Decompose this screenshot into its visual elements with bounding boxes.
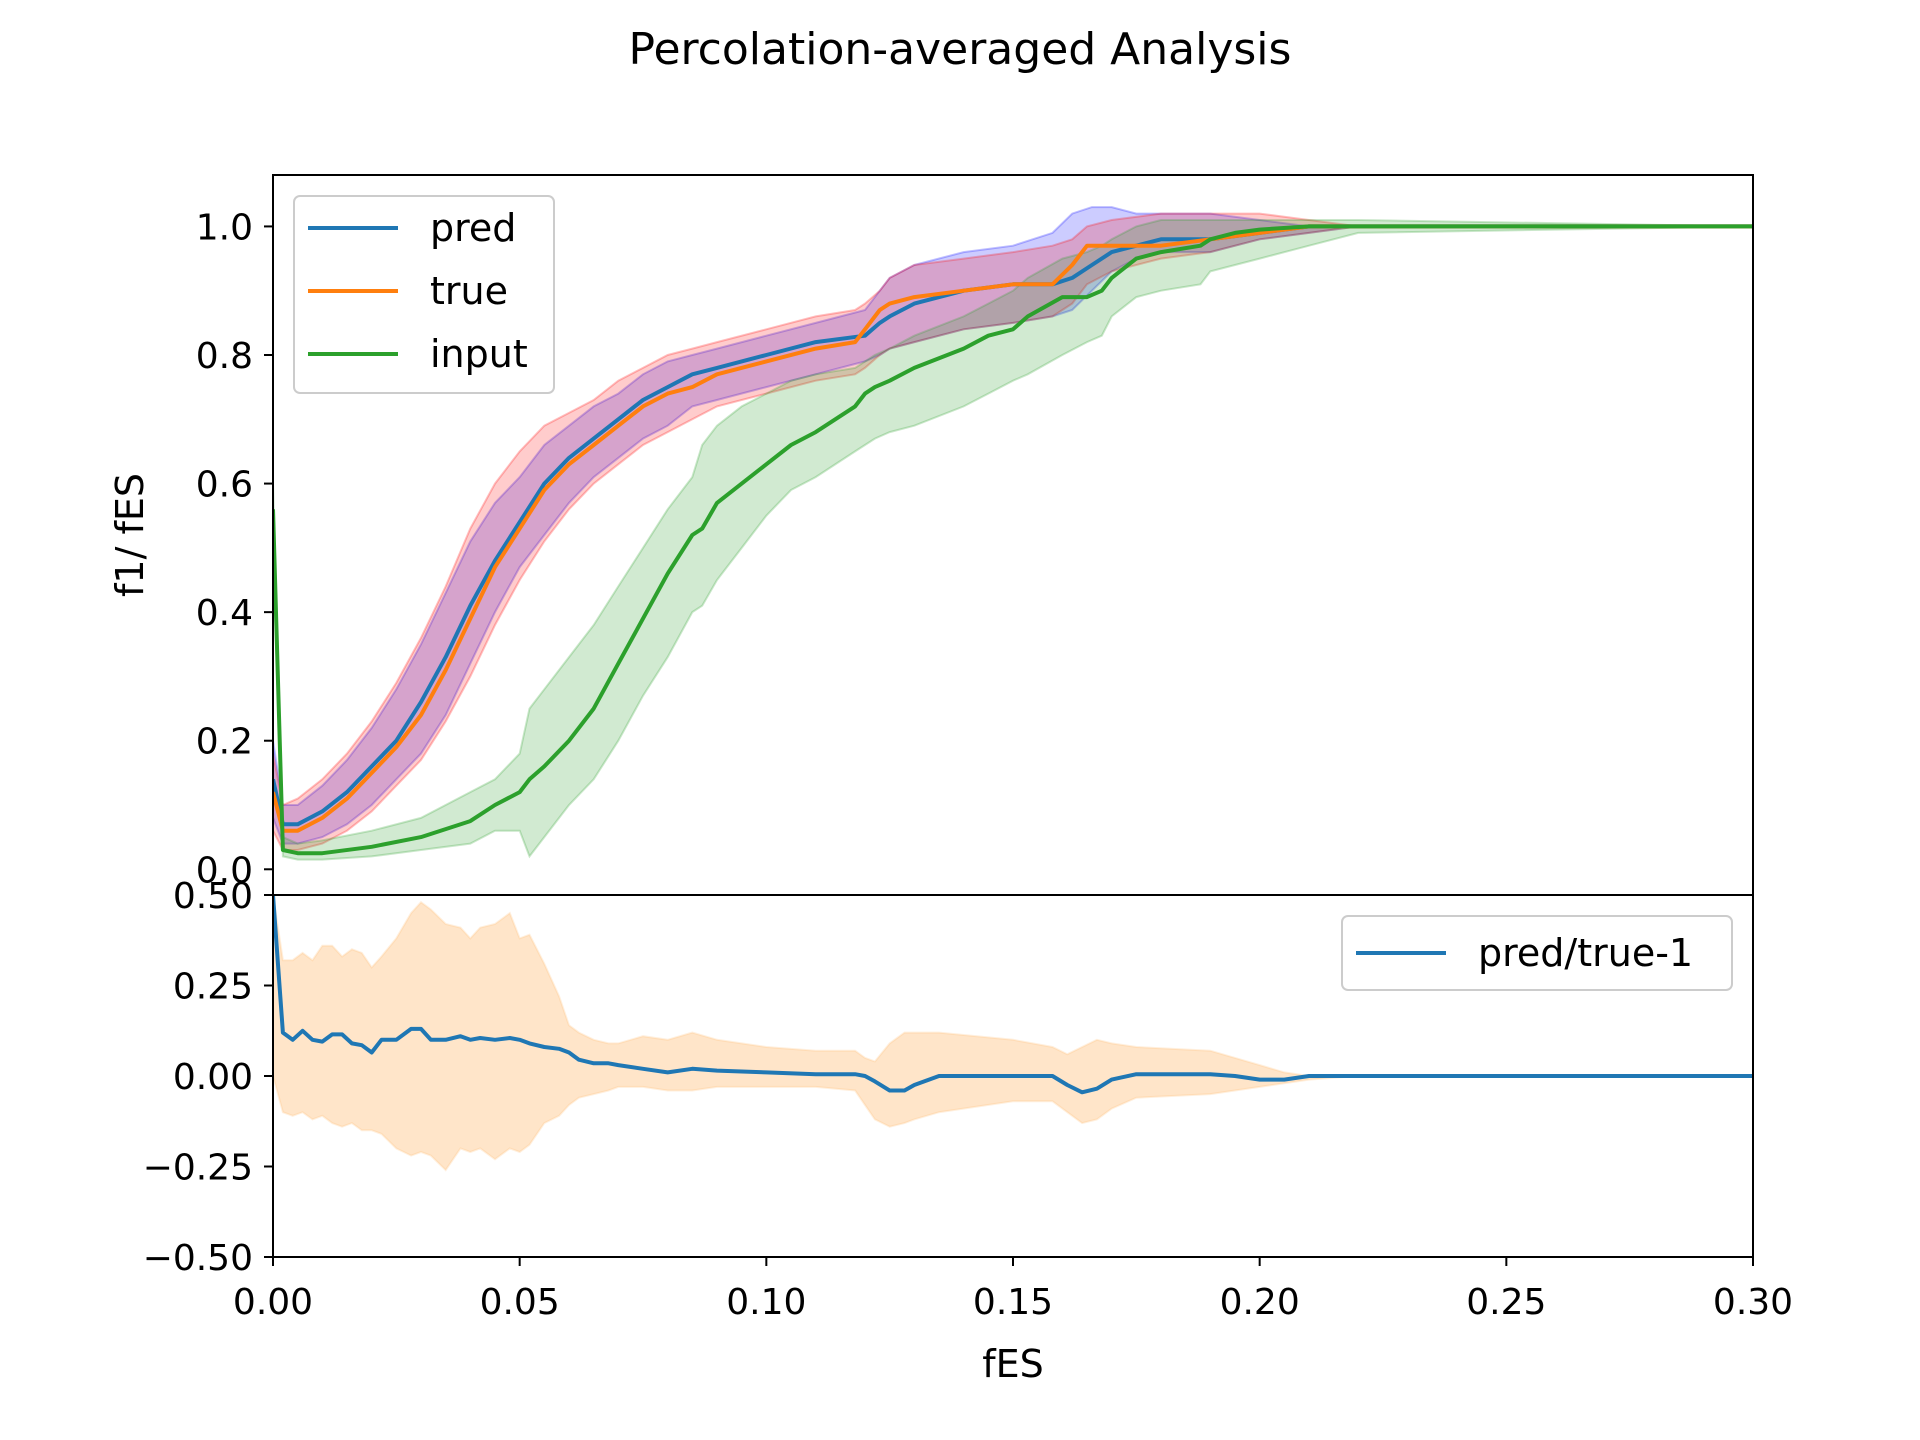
bottom-y-tick-label: 0.00 [173, 1057, 253, 1098]
legend-label-input: input [430, 332, 528, 376]
bottom-y-tick-label: −0.50 [143, 1238, 253, 1279]
top-y-tick-label: 0.0 [196, 850, 253, 891]
top-lines [273, 224, 1753, 856]
bottom-x-axis: 0.00 0.05 0.10 0.15 0.20 0.25 0.30 [233, 1257, 1793, 1323]
bottom-x-tick-label: 0.00 [233, 1282, 313, 1323]
top-legend: pred true input [293, 195, 555, 394]
bottom-x-tick-label: 0.10 [726, 1282, 806, 1323]
bottom-series-line-pred-true-1 [273, 895, 1753, 1095]
figure-title: Percolation-averaged Analysis [629, 24, 1292, 75]
top-panel: 0.0 0.2 0.4 0.6 0.8 1.0 f1/ fES pred true inp… [108, 174, 1754, 896]
top-y-tick-label: 0.8 [196, 336, 253, 377]
top-series-line-true [273, 224, 1753, 833]
top-y-tick-label: 0.6 [196, 465, 253, 506]
top-series-line-input [273, 224, 1753, 856]
top-y-tick-label: 0.2 [196, 722, 253, 763]
bottom-x-tick-label: 0.25 [1466, 1282, 1546, 1323]
top-y-tick-label: 1.0 [196, 207, 253, 248]
bottom-x-tick-label: 0.15 [973, 1282, 1053, 1323]
top-y-axis-label: f1/ fES [108, 473, 152, 597]
bottom-y-axis: 0.50 0.25 0.00 −0.25 −0.50 [143, 876, 273, 1279]
bottom-x-tick-label: 0.05 [480, 1282, 560, 1323]
bottom-legend-box [1341, 915, 1733, 991]
bottom-panel: 0.500.250.00−0.25−0.50 0.00 0.05 0.10 0.15 0… [143, 876, 1793, 1386]
top-band-input [273, 219, 1753, 861]
bottom-y-tick-label: 0.50 [173, 876, 253, 917]
bottom-x-tick-label: 0.30 [1713, 1282, 1793, 1323]
bottom-x-axis-label: fES [982, 1342, 1044, 1386]
legend-label-pred-true-1: pred/true-1 [1478, 931, 1693, 975]
top-y-axis: 0.0 0.2 0.4 0.6 0.8 1.0 [196, 207, 273, 891]
legend-label-pred: pred [430, 206, 516, 250]
legend-label-true: true [430, 269, 508, 313]
bottom-x-tick-label: 0.20 [1220, 1282, 1300, 1323]
bottom-legend: pred/true-1 [1341, 915, 1733, 991]
bottom-y-tick-label: −0.25 [143, 1148, 253, 1189]
top-series-line-pred [273, 224, 1753, 827]
bottom-lines [273, 895, 1753, 1095]
top-y-tick-label: 0.4 [196, 593, 253, 634]
bottom-y-tick-label: 0.25 [173, 967, 253, 1008]
top-legend-box [293, 195, 555, 394]
